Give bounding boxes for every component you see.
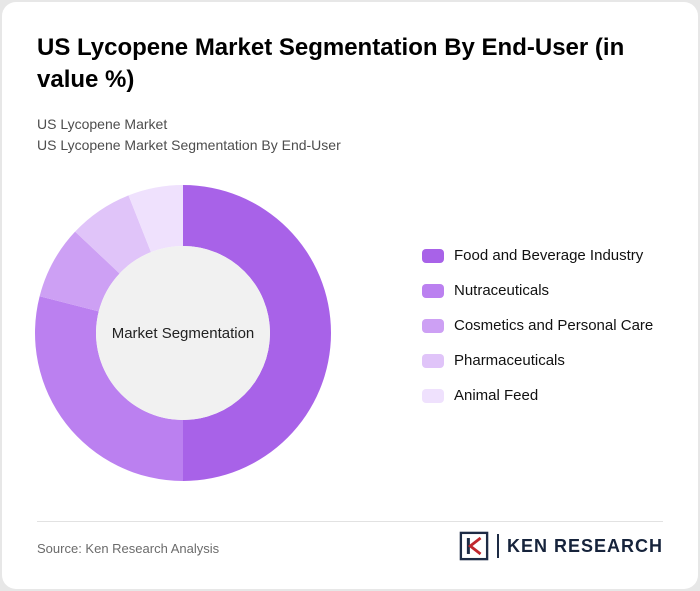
legend-swatch: [422, 248, 444, 263]
subtitle-market: US Lycopene Market: [37, 116, 168, 132]
chart-legend: Food and Beverage Industry Nutraceuticals…: [422, 247, 653, 404]
legend-label: Pharmaceuticals: [454, 352, 565, 369]
legend-item-3[interactable]: Pharmaceuticals: [422, 352, 653, 369]
donut-segment-0[interactable]: [183, 185, 331, 481]
legend-label: Cosmetics and Personal Care: [454, 317, 654, 334]
subtitle-segmentation: US Lycopene Market Segmentation By End-U…: [37, 137, 341, 153]
source-text: Source: Ken Research Analysis: [37, 541, 220, 556]
ken-research-logo-icon: [459, 531, 489, 561]
logo-divider: [496, 534, 499, 558]
donut-segment-4[interactable]: [128, 185, 183, 253]
footer-divider: [37, 521, 663, 522]
page-title: US Lycopene Market Segmentation By End-U…: [37, 34, 625, 93]
legend-label: Nutraceuticals: [454, 282, 550, 299]
legend-item-4[interactable]: Animal Feed: [422, 387, 653, 404]
brand-name: KEN RESEARCH: [506, 535, 663, 556]
legend-label: Food and Beverage Industry: [454, 247, 644, 264]
legend-item-1[interactable]: Nutraceuticals: [422, 282, 653, 299]
legend-swatch: [422, 318, 444, 333]
donut-segment-3[interactable]: [75, 195, 151, 274]
donut-chart: Market Segmentation: [35, 185, 331, 481]
legend-swatch: [422, 353, 444, 368]
legend-swatch: [422, 283, 444, 298]
legend-label: Animal Feed: [454, 387, 539, 404]
legend-item-0[interactable]: Food and Beverage Industry: [422, 247, 653, 264]
ken-research-logo: KEN RESEARCH: [459, 531, 663, 561]
legend-swatch: [422, 388, 444, 403]
legend-item-2[interactable]: Cosmetics and Personal Care: [422, 317, 653, 334]
donut-center-circle: [96, 246, 270, 420]
donut-segment-2[interactable]: [39, 231, 120, 312]
donut-svg: [35, 185, 331, 481]
donut-segment-1[interactable]: [35, 296, 183, 481]
